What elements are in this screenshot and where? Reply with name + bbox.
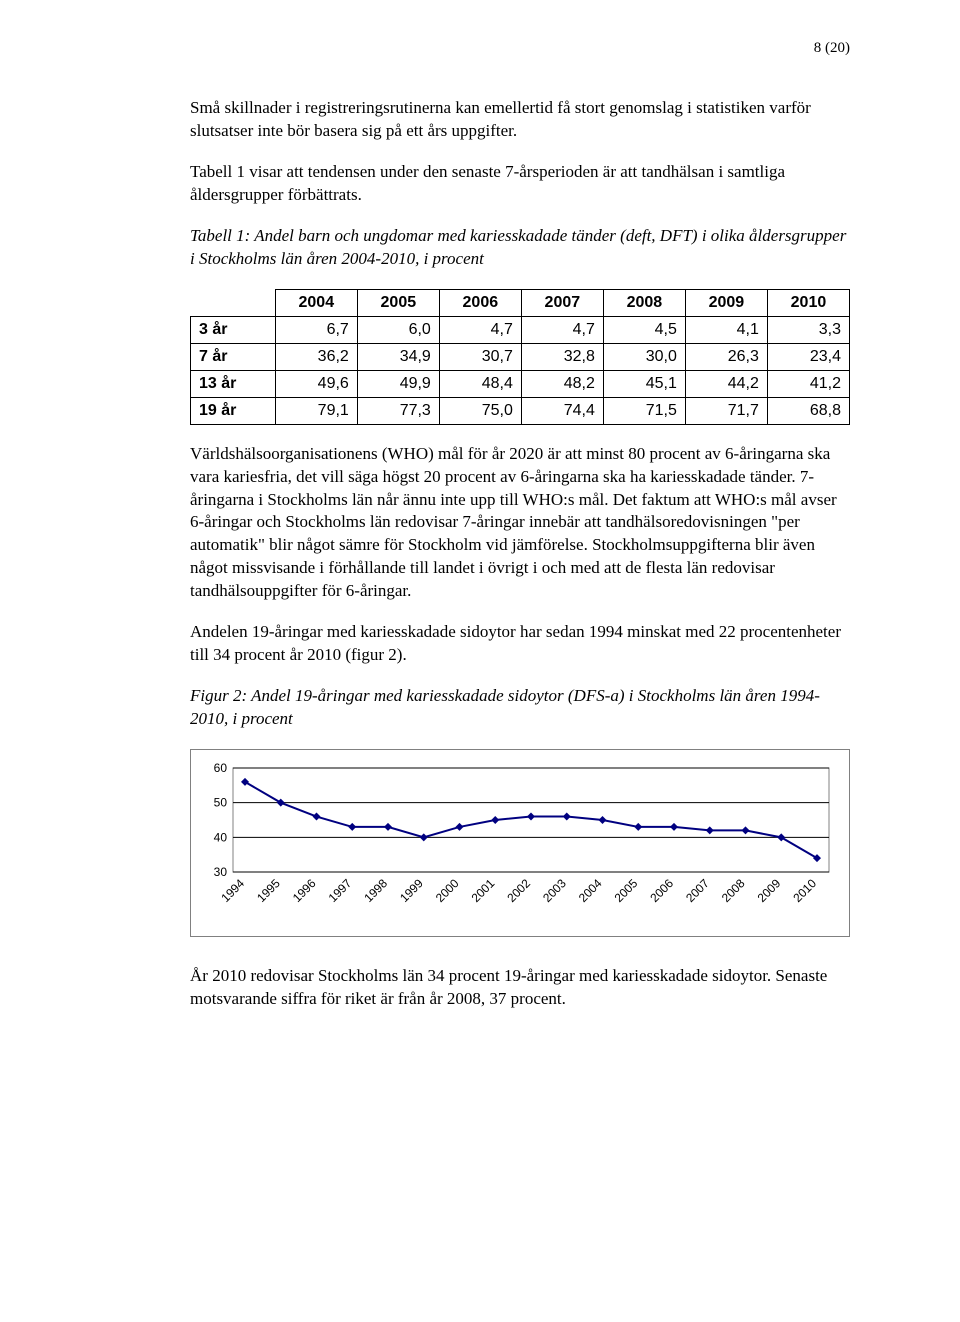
table1-cell: 26,3	[685, 343, 767, 370]
table1-row-label: 7 år	[191, 343, 276, 370]
svg-text:1994: 1994	[218, 876, 247, 905]
table1-cell: 49,6	[275, 370, 357, 397]
table1-cell: 6,7	[275, 316, 357, 343]
table1-cell: 49,9	[357, 370, 439, 397]
table1-cell: 3,3	[767, 316, 849, 343]
table1-cell: 79,1	[275, 397, 357, 424]
table1-cell: 4,7	[521, 316, 603, 343]
page: 8 (20) Små skillnader i registreringsrut…	[0, 0, 960, 1069]
svg-text:2000: 2000	[433, 876, 462, 905]
svg-text:2010: 2010	[790, 876, 819, 905]
svg-text:60: 60	[214, 762, 228, 775]
table-row: 3 år6,76,04,74,74,54,13,3	[191, 316, 850, 343]
svg-text:2004: 2004	[576, 876, 605, 905]
table1-cell: 4,7	[439, 316, 521, 343]
table1-cell: 23,4	[767, 343, 849, 370]
table1-cell: 71,5	[603, 397, 685, 424]
table1-col-header: 2010	[767, 289, 849, 316]
svg-text:2006: 2006	[647, 876, 676, 905]
table-row: 13 år49,649,948,448,245,144,241,2	[191, 370, 850, 397]
paragraph-4: Andelen 19-åringar med kariesskadade sid…	[190, 621, 850, 667]
svg-text:1997: 1997	[326, 876, 355, 905]
table1-cell: 45,1	[603, 370, 685, 397]
paragraph-3: Världshälsoorganisationens (WHO) mål för…	[190, 443, 850, 604]
paragraph-1: Små skillnader i registreringsrutinerna …	[190, 97, 850, 143]
table1-col-header: 2004	[275, 289, 357, 316]
paragraph-5: År 2010 redovisar Stockholms län 34 proc…	[190, 965, 850, 1011]
figure2-caption: Figur 2: Andel 19-åringar med kariesskad…	[190, 685, 850, 731]
svg-text:1995: 1995	[254, 876, 283, 905]
table1-col-header: 2008	[603, 289, 685, 316]
svg-text:2002: 2002	[504, 876, 533, 905]
table1-col-header: 2005	[357, 289, 439, 316]
table1-col-header: 2007	[521, 289, 603, 316]
table1-cell: 30,0	[603, 343, 685, 370]
chart-svg: 30 40 50 60 19941995199619971998199920002001…	[199, 762, 839, 932]
table1-body: 3 år6,76,04,74,74,54,13,37 år36,234,930,…	[191, 316, 850, 424]
figure2-chart: 30 40 50 60 19941995199619971998199920002001…	[190, 749, 850, 937]
table1-cell: 4,5	[603, 316, 685, 343]
table1-cell: 44,2	[685, 370, 767, 397]
svg-text:2009: 2009	[755, 876, 784, 905]
table1: 2004200520062007200820092010 3 år6,76,04…	[190, 289, 850, 425]
table1-cell: 48,4	[439, 370, 521, 397]
table1-cell: 48,2	[521, 370, 603, 397]
table1-row-label: 19 år	[191, 397, 276, 424]
svg-text:50: 50	[214, 796, 228, 810]
paragraph-2: Tabell 1 visar att tendensen under den s…	[190, 161, 850, 207]
svg-text:2003: 2003	[540, 876, 569, 905]
table1-cell: 77,3	[357, 397, 439, 424]
table-row: 19 år79,177,375,074,471,571,768,8	[191, 397, 850, 424]
table1-cell: 71,7	[685, 397, 767, 424]
svg-text:2007: 2007	[683, 876, 712, 905]
table1-cell: 32,8	[521, 343, 603, 370]
table1-col-header: 2006	[439, 289, 521, 316]
svg-text:30: 30	[214, 865, 228, 879]
table1-caption: Tabell 1: Andel barn och ungdomar med ka…	[190, 225, 850, 271]
table1-cell: 41,2	[767, 370, 849, 397]
table1-col-header: 2009	[685, 289, 767, 316]
svg-text:2001: 2001	[469, 876, 498, 905]
table1-cell: 4,1	[685, 316, 767, 343]
svg-text:1999: 1999	[397, 876, 426, 905]
table1-cell: 36,2	[275, 343, 357, 370]
table1-cell: 68,8	[767, 397, 849, 424]
table1-head: 2004200520062007200820092010	[191, 289, 850, 316]
svg-text:1998: 1998	[361, 876, 390, 905]
page-number: 8 (20)	[190, 40, 850, 57]
table1-corner	[191, 289, 276, 316]
table-row: 7 år36,234,930,732,830,026,323,4	[191, 343, 850, 370]
svg-text:1996: 1996	[290, 876, 319, 905]
table1-row-label: 13 år	[191, 370, 276, 397]
table1-cell: 74,4	[521, 397, 603, 424]
table1-cell: 30,7	[439, 343, 521, 370]
table1-cell: 6,0	[357, 316, 439, 343]
table1-row-label: 3 år	[191, 316, 276, 343]
svg-text:2008: 2008	[719, 876, 748, 905]
table1-cell: 75,0	[439, 397, 521, 424]
svg-text:2005: 2005	[612, 876, 641, 905]
table1-cell: 34,9	[357, 343, 439, 370]
svg-text:40: 40	[214, 830, 228, 844]
